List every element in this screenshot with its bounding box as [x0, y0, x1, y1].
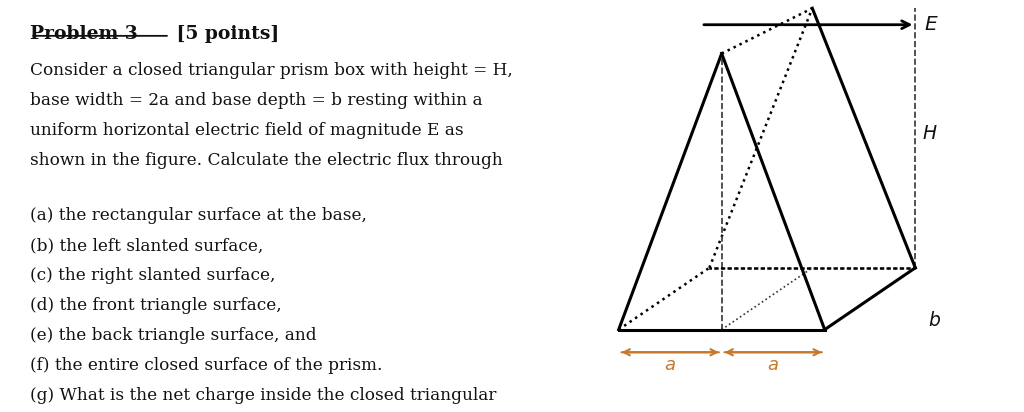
Text: $E$: $E$: [924, 15, 938, 34]
Text: (g) What is the net charge inside the closed triangular: (g) What is the net charge inside the cl…: [31, 387, 497, 404]
Text: Problem 3: Problem 3: [31, 25, 138, 43]
Text: (a) the rectangular surface at the base,: (a) the rectangular surface at the base,: [31, 207, 368, 224]
Text: $a$: $a$: [665, 356, 676, 374]
Text: (b) the left slanted surface,: (b) the left slanted surface,: [31, 237, 263, 254]
Text: $H$: $H$: [922, 125, 937, 143]
Text: (d) the front triangle surface,: (d) the front triangle surface,: [31, 297, 282, 314]
Text: [5 points]: [5 points]: [170, 25, 280, 43]
Text: (f) the entire closed surface of the prism.: (f) the entire closed surface of the pri…: [31, 357, 383, 374]
Text: shown in the figure. Calculate the electric flux through: shown in the figure. Calculate the elect…: [31, 152, 503, 169]
Text: (c) the right slanted surface,: (c) the right slanted surface,: [31, 267, 275, 284]
Text: (e) the back triangle surface, and: (e) the back triangle surface, and: [31, 327, 317, 344]
Text: $a$: $a$: [767, 356, 779, 374]
Text: base width = 2a and base depth = b resting within a: base width = 2a and base depth = b resti…: [31, 92, 483, 109]
Text: $b$: $b$: [928, 311, 941, 330]
Text: Consider a closed triangular prism box with height = H,: Consider a closed triangular prism box w…: [31, 62, 513, 79]
Text: uniform horizontal electric field of magnitude E as: uniform horizontal electric field of mag…: [31, 122, 464, 139]
